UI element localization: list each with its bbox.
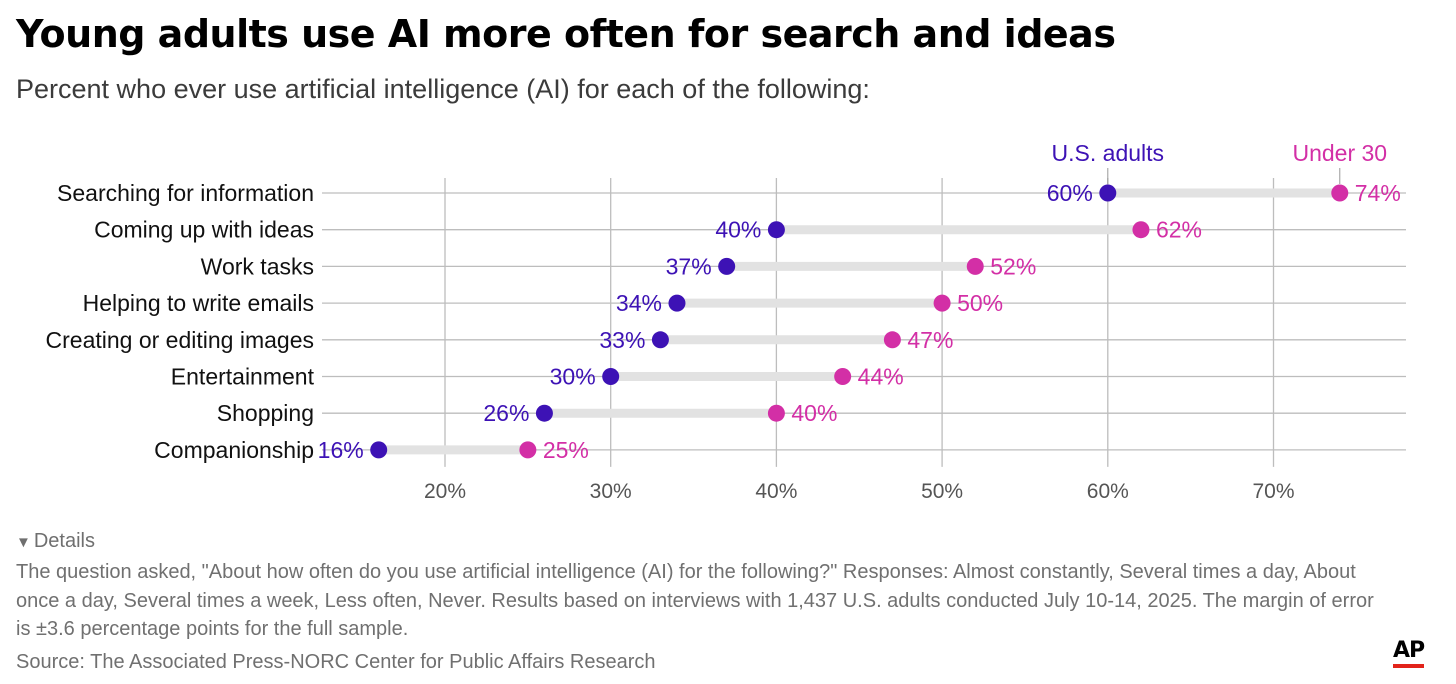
details-toggle[interactable]: ▼ Details [16, 530, 95, 553]
category-label: Coming up with ideas [94, 217, 314, 243]
us-adults-value-label: 26% [483, 400, 529, 426]
under-30-dot [933, 294, 951, 312]
x-tick-label: 30% [590, 480, 632, 503]
us-adults-value-label: 40% [715, 217, 761, 243]
us-adults-dot [718, 257, 736, 275]
under-30-dot [834, 368, 852, 385]
methodology-note: The question asked, "About how often do … [16, 561, 1374, 640]
us-adults-value-label: 34% [616, 290, 662, 316]
category-label: Companionship [154, 437, 314, 463]
under-30-value-label: 50% [957, 290, 1003, 316]
us-adults-dot [602, 368, 620, 385]
us-adults-dot [668, 294, 686, 312]
category-label: Searching for information [57, 180, 314, 206]
under-30-dot [883, 331, 901, 349]
under-30-value-label: 47% [907, 327, 953, 353]
x-tick-label: 50% [921, 480, 963, 503]
triangle-down-icon: ▼ [16, 534, 31, 551]
under-30-dot [767, 404, 785, 422]
us-adults-dot [651, 331, 669, 349]
x-tick-label: 40% [755, 480, 797, 503]
under-30-value-label: 52% [990, 253, 1036, 279]
details-label: Details [33, 530, 95, 552]
under-30-dot [519, 441, 537, 459]
x-tick-label: 60% [1087, 480, 1129, 503]
us-adults-dot [1099, 184, 1117, 202]
dot-plot-chart: 20% 30% 40% 50% 60% 70% Searching for informat… [46, 140, 1406, 503]
ap-logo: AP [1393, 638, 1425, 668]
us-adults-dot [767, 221, 785, 239]
chart-title: Young adults use AI more often for searc… [16, 12, 1116, 56]
category-label: Entertainment [171, 364, 315, 390]
us-adults-value-label: 16% [318, 437, 364, 463]
category-label: Work tasks [201, 253, 314, 279]
x-tick-label: 20% [424, 480, 466, 503]
us-adults-legend-label: U.S. adults [1052, 140, 1165, 166]
under-30-value-label: 44% [858, 364, 904, 390]
category-label: Shopping [217, 400, 314, 426]
category-label: Helping to write emails [83, 290, 314, 316]
us-adults-dot [370, 441, 388, 459]
category-label: Creating or editing images [46, 327, 314, 353]
under-30-value-label: 62% [1156, 217, 1202, 243]
us-adults-dot [535, 404, 553, 422]
chart-subtitle: Percent who ever use artificial intellig… [16, 74, 870, 104]
under-30-dot [966, 257, 984, 275]
under-30-value-label: 40% [791, 400, 837, 426]
under-30-legend-label: Under 30 [1292, 140, 1387, 166]
under-30-value-label: 74% [1355, 180, 1401, 206]
x-tick-label: 70% [1252, 480, 1294, 503]
us-adults-value-label: 33% [599, 327, 645, 353]
under-30-value-label: 25% [543, 437, 589, 463]
us-adults-value-label: 37% [666, 253, 712, 279]
us-adults-value-label: 60% [1047, 180, 1093, 206]
us-adults-value-label: 30% [550, 364, 596, 390]
source-line: Source: The Associated Press-NORC Center… [16, 651, 656, 673]
under-30-dot [1132, 221, 1150, 239]
under-30-dot [1331, 184, 1349, 202]
